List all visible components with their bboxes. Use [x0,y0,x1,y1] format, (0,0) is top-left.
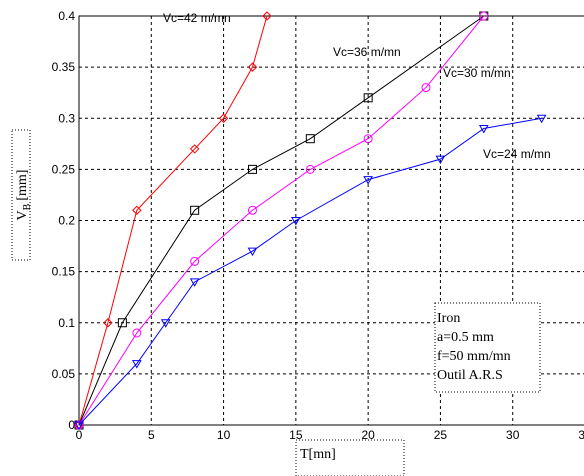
x-tick-label: 5 [148,428,155,442]
series-label: Vc=36 m/mn [333,45,401,59]
plot-frame [78,15,584,426]
y-tick-label: 0.4 [58,9,75,23]
y-tick-label: 0.2 [58,214,75,228]
y-tick-label: 0.15 [52,265,76,279]
marker [536,114,547,124]
marker [103,318,113,328]
series-label: Vc=30 m/mn [443,66,511,80]
note-line: a=0.5 mm [437,330,494,345]
x-tick-label: 10 [217,428,231,442]
marker [247,62,258,72]
marker [74,421,84,431]
ylabel-symbol: V [15,210,30,220]
x-tick-label: 25 [434,428,448,442]
x-tick-label: 20 [361,428,375,442]
marker [290,217,301,226]
note-line: Outil A.R.S [437,368,503,383]
marker [363,93,373,103]
marker [478,124,489,134]
marker [160,319,171,328]
marker [190,256,200,266]
marker [363,134,373,144]
x-axis-label: T[mn] [300,447,336,462]
marker [189,278,200,287]
y-tick-label: 0.3 [58,111,75,125]
y-tick-label: 0.25 [52,162,76,176]
marker [247,205,257,215]
marker [305,164,315,174]
y-axis-label: VB [mm] [15,170,33,221]
marker [363,176,374,185]
xlabel-box [295,439,405,476]
marker [247,247,258,257]
marker [218,113,229,123]
marker [189,144,200,154]
x-tick-label: 30 [506,428,520,442]
marker [132,205,142,215]
note-line: f=50 mm/mn [437,349,511,364]
series-line [78,15,485,426]
marker [435,155,446,165]
series-label: Vc=24 m/mn [483,147,551,161]
series-line [78,15,268,426]
series-label: Vc=42 m/mn [163,11,231,25]
y-tick-label: 0.05 [52,367,76,381]
series-line [78,15,485,426]
x-tick-label: 0 [76,428,83,442]
note-line: Iron [437,311,460,326]
y-tick-label: 0 [68,418,75,432]
ylabel-subscript: B [22,203,33,210]
x-tick-label: 15 [289,428,303,442]
marker [262,11,272,21]
marker [247,164,257,174]
marker [131,360,142,369]
ylabel-unit: [mm] [15,170,30,201]
note-box [434,302,541,393]
y-tick-label: 0.1 [58,316,75,330]
marker [305,134,315,144]
ylabel-box [11,129,31,261]
marker [132,328,142,338]
marker [117,318,127,328]
marker [479,11,489,21]
marker [421,83,431,93]
y-tick-label: 0.35 [52,60,76,74]
marker [190,205,200,215]
series-line [78,117,542,426]
x-tick-label: 35 [578,428,584,442]
